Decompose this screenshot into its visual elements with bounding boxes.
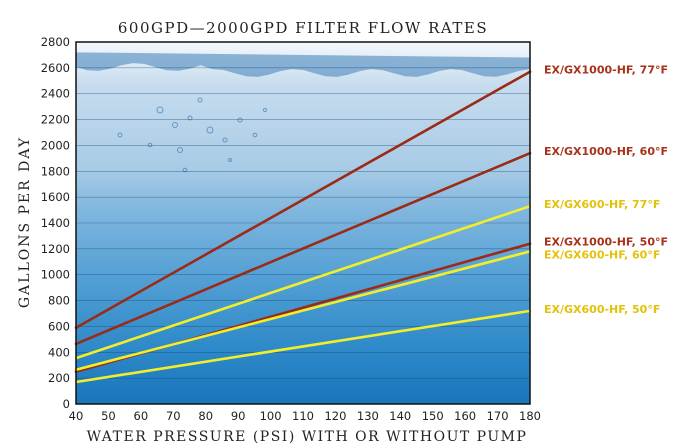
series-line xyxy=(74,151,532,346)
y-tick-label: 400 xyxy=(48,345,70,359)
chart-title: 600GPD—2000GPD FILTER FLOW RATES xyxy=(118,19,488,37)
y-tick-label: 1600 xyxy=(41,190,70,204)
series-label: EX/GX1000-HF, 60°F xyxy=(544,145,668,158)
series-lines xyxy=(74,70,532,384)
x-tick-label: 150 xyxy=(422,409,444,423)
series-label: EX/GX600-HF, 77°F xyxy=(544,198,660,211)
series-labels: EX/GX1000-HF, 77°F EX/GX1000-HF, 60°F EX/G… xyxy=(544,64,668,316)
y-tick-label: 2600 xyxy=(41,61,70,75)
air-bubble xyxy=(172,122,178,128)
series-line xyxy=(74,309,532,384)
y-tick-label: 1400 xyxy=(41,216,70,230)
x-tick-label: 130 xyxy=(357,409,379,423)
air-bubble xyxy=(197,97,203,103)
series-label: EX/GX1000-HF, 77°F xyxy=(544,64,668,77)
y-axis-ticks: 0 200 400 600 800 1000 1200 1400 1600 1800 2000 220… xyxy=(41,35,70,411)
plot-border xyxy=(75,41,531,405)
y-tick-label: 200 xyxy=(48,371,70,385)
x-tick-label: 100 xyxy=(260,409,282,423)
air-bubble xyxy=(262,107,268,113)
x-tick-label: 110 xyxy=(292,409,314,423)
x-axis-ticks: 40 50 60 70 80 90 100 110 120 130 140 150 160 170 180 xyxy=(69,409,541,423)
air-bubble xyxy=(117,132,123,138)
x-tick-label: 120 xyxy=(324,409,346,423)
y-tick-label: 2200 xyxy=(41,113,70,127)
y-tick-label: 1200 xyxy=(41,242,70,256)
x-axis-label: WATER PRESSURE (PSI) WITH OR WITHOUT PUM… xyxy=(87,429,528,445)
series-label: EX/GX600-HF, 50°F xyxy=(544,303,660,316)
y-axis-label: GALLONS PER DAY xyxy=(17,136,33,308)
series-line xyxy=(74,204,532,360)
y-tick-label: 1000 xyxy=(41,268,70,282)
x-tick-label: 70 xyxy=(166,409,181,423)
x-tick-label: 180 xyxy=(519,409,541,423)
air-bubble xyxy=(228,158,232,162)
series-label: EX/GX1000-HF, 50°F xyxy=(544,236,668,249)
y-tick-label: 2000 xyxy=(41,138,70,152)
air-bubble xyxy=(237,117,243,123)
x-tick-label: 60 xyxy=(134,409,149,423)
water-surface-wave xyxy=(76,52,530,77)
series-label: EX/GX600-HF, 60°F xyxy=(544,249,660,262)
y-tick-label: 600 xyxy=(48,319,70,333)
series-line xyxy=(74,250,532,372)
air-bubble xyxy=(222,137,228,143)
x-tick-label: 80 xyxy=(198,409,213,423)
x-tick-label: 50 xyxy=(101,409,116,423)
x-tick-label: 40 xyxy=(69,409,84,423)
air-bubble xyxy=(187,115,193,121)
series-line xyxy=(74,70,532,330)
y-tick-label: 1800 xyxy=(41,164,70,178)
air-bubble xyxy=(182,167,188,173)
y-tick-label: 2800 xyxy=(41,35,70,49)
y-tick-label: 2400 xyxy=(41,87,70,101)
plot-frame xyxy=(75,41,531,405)
air-bubble xyxy=(156,106,164,114)
air-bubble xyxy=(206,126,214,134)
x-tick-label: 140 xyxy=(389,409,411,423)
air-bubble xyxy=(177,147,183,153)
x-tick-label: 170 xyxy=(487,409,509,423)
air-bubble xyxy=(147,142,153,148)
x-tick-label: 160 xyxy=(454,409,476,423)
y-tick-label: 800 xyxy=(48,294,70,308)
air-bubble xyxy=(252,132,258,138)
gridlines xyxy=(76,67,530,379)
x-tick-label: 90 xyxy=(231,409,246,423)
y-tick-label: 0 xyxy=(63,397,70,411)
